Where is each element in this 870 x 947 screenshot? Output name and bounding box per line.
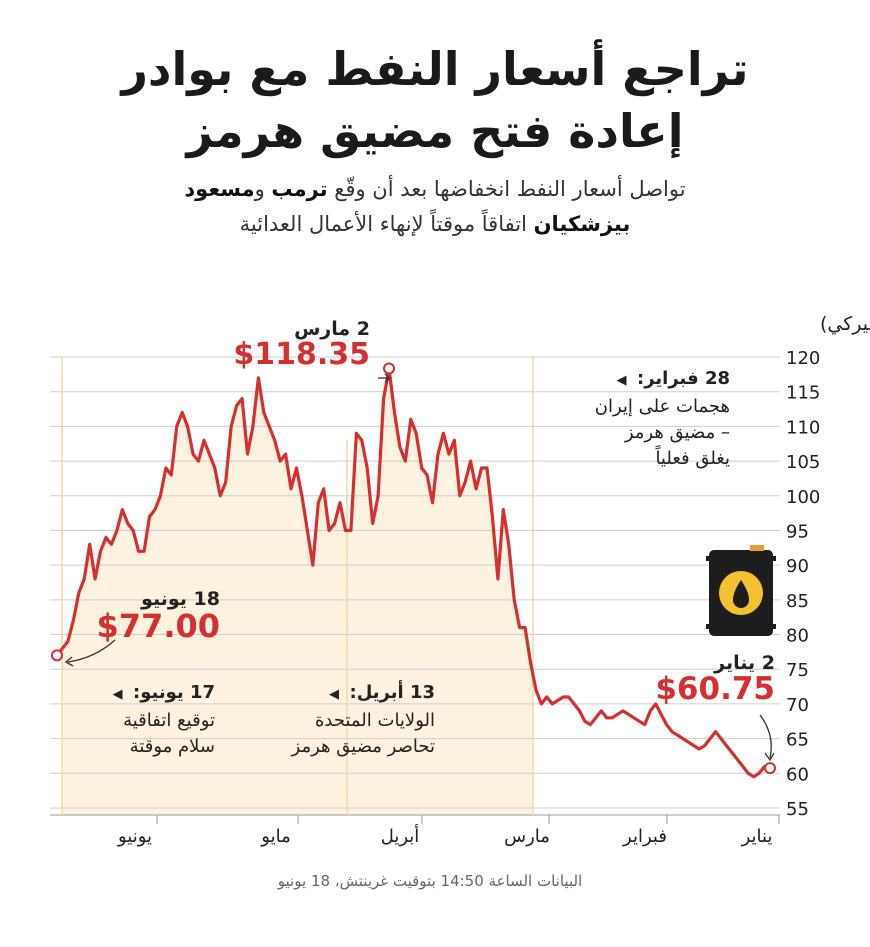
y-tick-label: 75 — [786, 660, 809, 681]
subtitle-run: مسعود — [184, 177, 255, 201]
subtitle-run: تواصل أسعار النفط انخفاضها بعد أن وقّع — [327, 177, 686, 201]
y-tick-label: 55 — [786, 799, 809, 820]
callout: 18 يونيو $77.00 — [97, 588, 220, 642]
event-text: الولايات المتحدة — [314, 710, 435, 731]
y-tick-label: 120 — [786, 348, 820, 369]
subtitle-run: اتفاقاً موقتاً لإنهاء الأعمال العدائية — [239, 212, 534, 236]
title-line: تراجع أسعار النفط مع بوادر — [121, 42, 749, 96]
callout-date: 2 مارس — [294, 318, 370, 340]
y-tick-label: 90 — [786, 556, 809, 577]
subtitle-line: تواصل أسعار النفط انخفاضها بعد أن وقّع ت… — [0, 172, 870, 207]
callout-label: $118.35 — [233, 337, 370, 372]
event-text: يغلق فعلياً — [655, 448, 730, 469]
callout-point — [764, 762, 776, 775]
callout-point — [51, 649, 63, 662]
callout-label: $60.75 — [655, 671, 775, 707]
event-text: تحاصر مضيق هرمز — [291, 736, 435, 757]
callout-date: 18 يونيو — [141, 588, 220, 610]
subtitle-run: بيزشكيان — [533, 212, 631, 236]
y-tick-label: 95 — [786, 521, 809, 542]
y-tick-label: 100 — [786, 487, 820, 508]
subtitle-run: و — [254, 177, 272, 201]
callout: 2 يناير $60.75 — [655, 652, 775, 705]
event-text: توقيع اتفاقية — [123, 710, 215, 731]
callout-point — [383, 362, 396, 375]
title: تراجع أسعار النفط مع بوادر إعادة فتح مضي… — [0, 38, 870, 162]
event-text: سلام موقتة — [129, 736, 215, 757]
x-tick-label: يونيو — [117, 826, 152, 847]
y-tick-label: 65 — [786, 730, 809, 751]
callout: 2 مارس $118.35 — [233, 318, 370, 370]
x-tick-label: أبريل — [381, 824, 420, 847]
subtitle: تواصل أسعار النفط انخفاضها بعد أن وقّع ت… — [0, 172, 870, 242]
y-tick-label: 110 — [786, 417, 820, 438]
barrel-icon — [706, 545, 776, 636]
arrows — [64, 373, 775, 762]
event-text: هجمات على إيران — [594, 396, 730, 417]
event-date: 13 أبريل: — [292, 680, 435, 708]
event: 13 أبريل:الولايات المتحدة تحاصر مضيق هرمز — [292, 680, 435, 760]
event: 28 فبراير:هجمات على إيران – مضيق هرمز يغلق… — [595, 366, 730, 472]
y-tick-label: 105 — [786, 452, 820, 473]
callout-label: $77.00 — [96, 607, 220, 645]
event-date: 28 فبراير: — [595, 366, 730, 394]
y-tick-label: 80 — [786, 626, 809, 647]
y-axis-label: سعر خام برنت، 2026 (دولار أميركي) — [820, 311, 870, 335]
x-tick-label: مايو — [260, 826, 290, 847]
event-date: 17 يونيو: — [113, 680, 215, 708]
y-tick-label: 115 — [786, 383, 820, 404]
x-tick-label: يناير — [741, 826, 773, 847]
x-tick-label: فبراير — [622, 826, 667, 847]
price-line — [55, 366, 771, 779]
footer: البيانات الساعة 14:50 بتوقيت غرينتش، 18 … — [277, 872, 582, 890]
callout-date: 2 يناير — [714, 652, 775, 674]
subtitle-run: ترمب — [271, 177, 328, 201]
x-tick-label: مارس — [504, 826, 550, 847]
subtitle-line: بيزشكيان اتفاقاً موقتاً لإنهاء الأعمال ا… — [0, 207, 870, 242]
y-tick-label: 60 — [786, 764, 809, 785]
y-tick-label: 85 — [786, 591, 809, 612]
event-text: – مضيق هرمز — [624, 422, 730, 443]
event: 17 يونيو:توقيع اتفاقية سلام موقتة — [113, 680, 215, 760]
y-tick-label: 70 — [786, 695, 809, 716]
title-line: إعادة فتح مضيق هرمز — [186, 104, 684, 158]
